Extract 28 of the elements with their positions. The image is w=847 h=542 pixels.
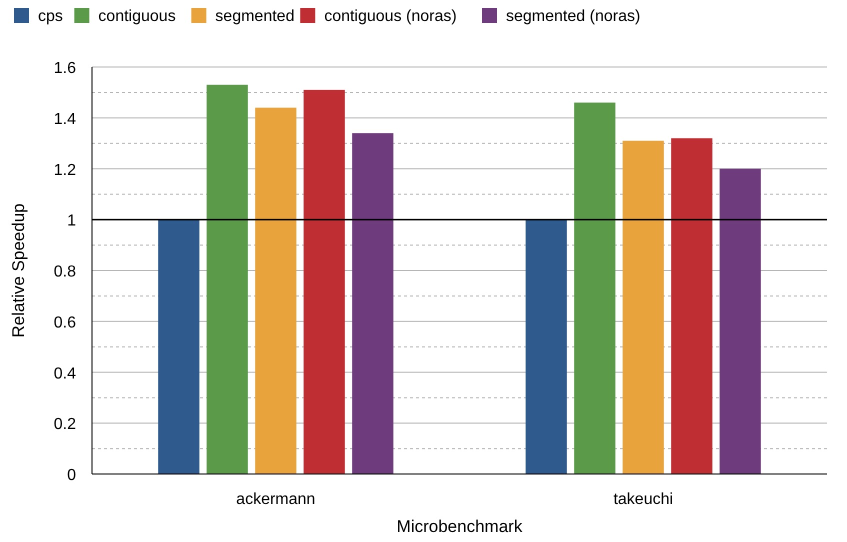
y-tick-label: 0 bbox=[67, 467, 76, 484]
y-tick-label: 0.4 bbox=[54, 365, 76, 382]
bar bbox=[671, 138, 712, 474]
bar bbox=[574, 102, 616, 474]
y-tick-label: 0.6 bbox=[54, 314, 76, 332]
bar bbox=[352, 133, 394, 474]
x-axis-title: Microbenchmark bbox=[396, 517, 523, 536]
legend-label: segmented (noras) bbox=[506, 8, 640, 25]
y-tick-label: 0.2 bbox=[54, 416, 76, 434]
bar bbox=[622, 140, 664, 474]
legend-label: segmented bbox=[215, 8, 294, 25]
y-axis-title: Relative Speedup bbox=[9, 203, 28, 338]
y-tick-label: 1.4 bbox=[54, 110, 76, 128]
y-tick-label: 1.2 bbox=[54, 162, 76, 179]
legend-label: cps bbox=[38, 8, 63, 25]
bar bbox=[158, 220, 200, 474]
bar bbox=[255, 108, 296, 474]
x-tick-label: takeuchi bbox=[613, 491, 674, 508]
legend-label: contiguous bbox=[98, 8, 176, 25]
y-tick-label: 1.6 bbox=[54, 60, 76, 77]
legend-label: contiguous (noras) bbox=[324, 8, 457, 25]
bar bbox=[206, 84, 248, 474]
y-tick-label: 1 bbox=[67, 212, 76, 230]
x-tick-label: ackermann bbox=[236, 491, 316, 508]
bar bbox=[526, 220, 567, 474]
y-tick-label: 0.8 bbox=[54, 264, 76, 280]
bar bbox=[720, 168, 761, 474]
bar bbox=[304, 90, 345, 474]
